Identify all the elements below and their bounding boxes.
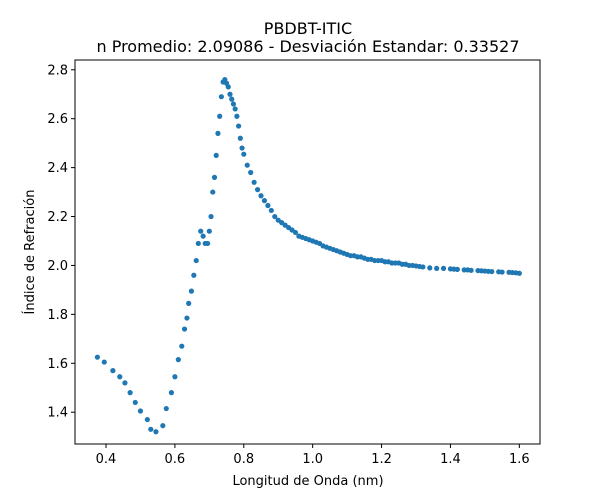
data-point — [217, 113, 223, 119]
x-tick-label: 1.6 — [509, 452, 530, 467]
x-tick-label: 1.2 — [371, 452, 392, 467]
data-point — [236, 123, 242, 129]
y-tick-label: 2.4 — [47, 161, 68, 176]
data-point — [198, 228, 204, 234]
data-point — [244, 162, 250, 168]
data-point — [193, 257, 199, 264]
x-axis-ticks: 0.4 0.6 0.8 1.0 1.2 1.4 1.6 — [96, 444, 530, 467]
data-point — [132, 399, 138, 406]
y-tick-label: 2.0 — [47, 259, 68, 274]
chart-title: PBDBT-ITIC — [264, 19, 352, 38]
data-point — [234, 113, 240, 119]
data-point — [427, 265, 433, 271]
data-point — [175, 357, 181, 363]
data-points — [94, 76, 522, 435]
data-point — [181, 326, 188, 332]
y-tick-label: 2.8 — [47, 63, 68, 78]
data-point — [215, 130, 221, 136]
data-point — [137, 408, 144, 414]
chart-subtitle: n Promedio: 2.09086 - Desviación Estanda… — [96, 37, 519, 56]
y-tick-label: 1.4 — [47, 406, 68, 421]
data-point — [208, 213, 214, 220]
y-axis-label: Índice de Refración — [22, 190, 38, 315]
data-point — [241, 151, 247, 157]
data-point — [261, 198, 268, 204]
data-point — [205, 240, 211, 247]
data-point — [101, 359, 107, 365]
data-point — [499, 269, 505, 275]
y-tick-label: 1.8 — [47, 308, 68, 323]
y-tick-label: 1.6 — [47, 357, 68, 372]
data-point — [272, 213, 278, 220]
x-tick-label: 1.0 — [302, 452, 323, 467]
data-point — [440, 265, 447, 271]
data-point — [168, 390, 175, 396]
data-point — [153, 429, 159, 435]
data-point — [179, 343, 185, 349]
data-point — [127, 390, 133, 396]
x-tick-label: 0.8 — [233, 452, 254, 467]
data-point — [225, 84, 231, 90]
data-point — [420, 264, 426, 270]
data-point — [239, 145, 245, 151]
data-point — [489, 268, 495, 275]
x-axis-label: Longitud de Onda (nm) — [232, 474, 383, 489]
data-point — [516, 270, 522, 276]
data-point — [191, 272, 197, 278]
data-point — [268, 207, 274, 214]
data-point — [232, 106, 238, 112]
data-point — [258, 193, 264, 199]
data-point — [237, 135, 243, 141]
data-point — [94, 354, 100, 360]
data-point — [230, 101, 237, 107]
data-point — [213, 152, 219, 158]
data-point — [292, 229, 299, 236]
data-point — [184, 315, 190, 321]
data-point — [144, 416, 150, 423]
data-point — [117, 374, 123, 380]
data-point — [188, 288, 195, 294]
data-point — [200, 233, 206, 239]
x-tick-label: 0.6 — [165, 452, 186, 467]
data-point — [186, 300, 192, 306]
data-point — [211, 174, 218, 180]
data-point — [210, 189, 216, 195]
x-tick-label: 0.4 — [96, 452, 117, 467]
data-point — [248, 169, 254, 176]
x-tick-label: 1.4 — [440, 452, 461, 467]
y-tick-label: 2.2 — [47, 210, 68, 225]
data-point — [206, 228, 212, 234]
data-point — [251, 179, 257, 185]
data-point — [195, 240, 201, 247]
data-point — [163, 405, 169, 412]
data-point — [254, 187, 261, 193]
data-point — [110, 368, 116, 374]
data-point — [160, 423, 166, 429]
data-point — [122, 380, 128, 386]
data-point — [434, 265, 440, 271]
y-tick-label: 2.6 — [47, 112, 68, 127]
data-point — [218, 94, 224, 100]
data-point — [172, 374, 178, 380]
data-point — [148, 426, 154, 432]
data-point — [265, 202, 271, 209]
data-point — [229, 96, 235, 102]
data-point — [468, 267, 474, 273]
plot-frame — [74, 59, 541, 445]
y-axis-ticks: 1.4 1.6 1.8 2.0 2.2 2.4 2.6 2.8 — [47, 63, 75, 421]
data-point — [454, 266, 460, 272]
data-point — [227, 91, 233, 97]
